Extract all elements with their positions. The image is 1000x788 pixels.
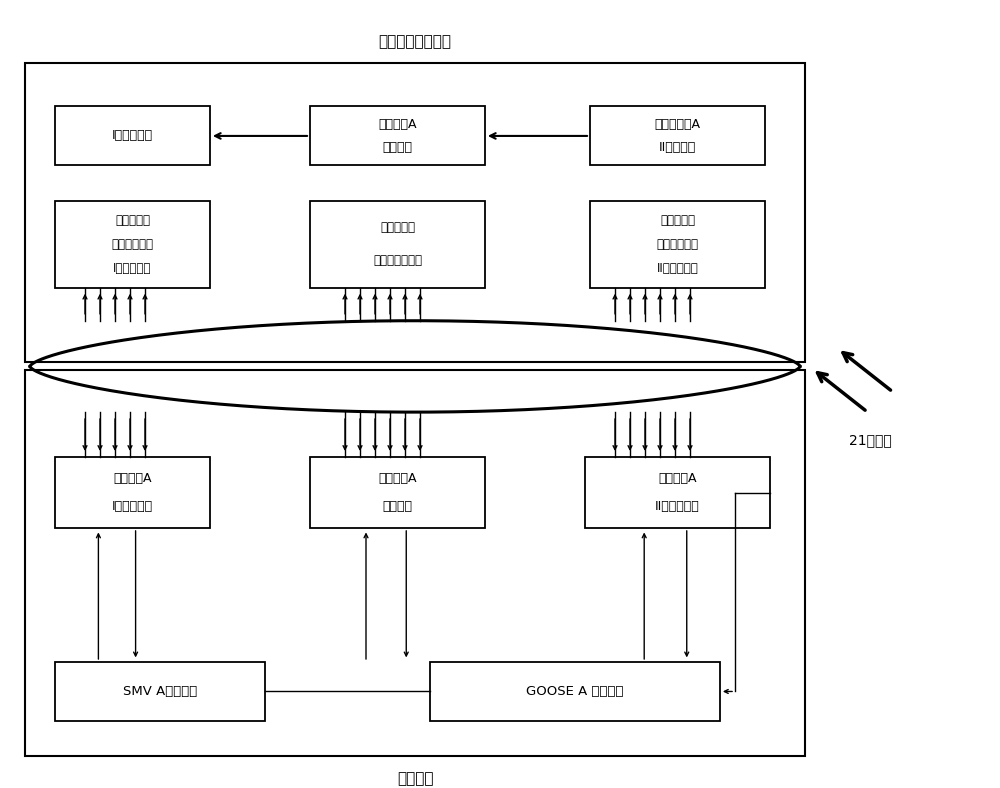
Text: II母边断路器: II母边断路器 — [657, 262, 698, 275]
Bar — [585, 457, 770, 528]
Bar — [310, 457, 485, 528]
Text: II母边断路: II母边断路 — [659, 141, 696, 154]
Bar — [590, 201, 765, 288]
Bar — [430, 662, 720, 721]
Text: 器智能单元A: 器智能单元A — [654, 118, 700, 131]
Bar — [590, 106, 765, 165]
Bar — [55, 457, 210, 528]
Text: 电子式电流、: 电子式电流、 — [112, 238, 154, 251]
Text: 合并单元A: 合并单元A — [113, 472, 152, 485]
Bar — [25, 370, 805, 756]
Bar — [25, 63, 805, 362]
Text: 智能单元A: 智能单元A — [378, 118, 417, 131]
Text: 电压互感器: 电压互感器 — [115, 214, 150, 227]
Text: 中断路器: 中断路器 — [382, 500, 412, 513]
Text: 就地配电装置现场: 就地配电装置现场 — [379, 34, 452, 49]
Text: I母边断路器: I母边断路器 — [113, 262, 152, 275]
Text: 合并单元A: 合并单元A — [378, 472, 417, 485]
Text: 电流互感器: 电流互感器 — [380, 221, 415, 234]
Text: I母边断路器: I母边断路器 — [112, 500, 153, 513]
Text: 电子式电流、: 电子式电流、 — [656, 238, 698, 251]
Text: GOOSE A 网交换机: GOOSE A 网交换机 — [526, 685, 624, 698]
Text: 合并单元A: 合并单元A — [658, 472, 697, 485]
Text: 电压互感器: 电压互感器 — [660, 214, 695, 227]
Bar — [55, 662, 265, 721]
Bar — [55, 106, 210, 165]
Text: 继电器室: 继电器室 — [397, 771, 433, 786]
Text: II母边断路器: II母边断路器 — [655, 500, 700, 513]
Bar — [55, 201, 210, 288]
Text: 中断路器: 中断路器 — [382, 141, 412, 154]
Text: 中断路器电子式: 中断路器电子式 — [373, 255, 422, 267]
Bar — [310, 201, 485, 288]
Text: I母边断路器: I母边断路器 — [112, 129, 153, 143]
Bar — [310, 106, 485, 165]
Text: 21根光缆: 21根光缆 — [849, 433, 891, 448]
Text: SMV A网交换机: SMV A网交换机 — [123, 685, 197, 698]
